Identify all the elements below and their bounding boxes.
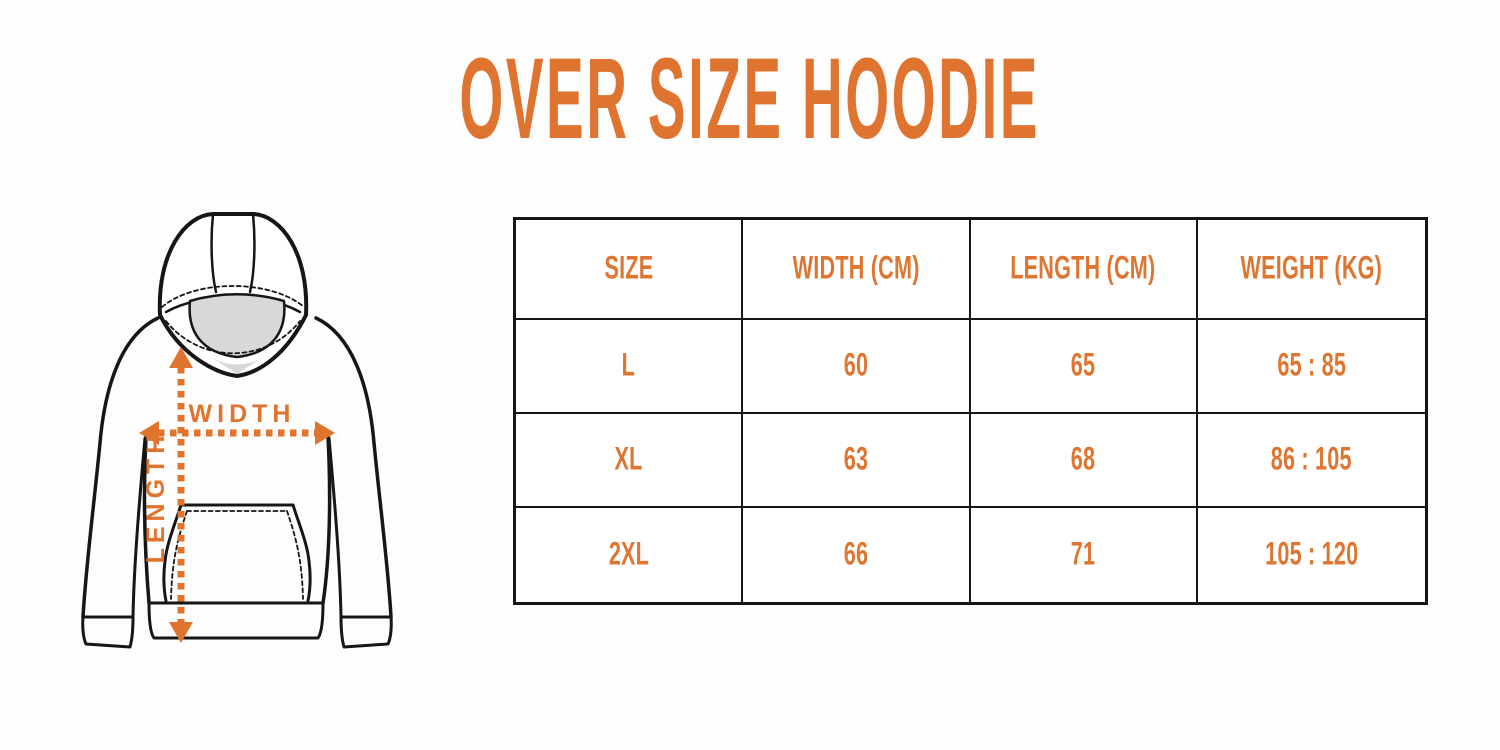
header-cell-length: LENGTH (CM) xyxy=(970,220,1198,320)
hood-lining-neck xyxy=(211,357,263,374)
table-cell-size-l: L xyxy=(516,320,744,414)
hood-lining xyxy=(188,293,286,359)
table-cell-width-2xl: 66 xyxy=(743,508,971,602)
table-cell-weight-xl: 86 : 105 xyxy=(1197,414,1425,508)
length-arrowhead-top xyxy=(169,347,193,368)
hood-stitching-rim xyxy=(165,320,301,355)
right-cuff xyxy=(339,615,393,649)
table-cell-length-l: 65 xyxy=(970,320,1198,414)
length-arrow xyxy=(169,347,193,643)
body-right-edge xyxy=(321,434,332,605)
body-left-edge xyxy=(142,434,151,605)
header-cell-weight: WEIGHT (KG) xyxy=(1197,220,1425,320)
page-title-text: OVER SIZE HOODIE xyxy=(459,33,1041,163)
width-label: WIDTH xyxy=(189,400,296,428)
hem-band xyxy=(147,601,325,640)
width-arrowhead-right xyxy=(315,421,335,445)
size-chart-table: SIZE WIDTH (CM) LENGTH (CM) WEIGHT (KG) … xyxy=(513,217,1428,605)
header-cell-width: WIDTH (CM) xyxy=(743,220,971,320)
hoodie-illustration: WIDTH LENGTH xyxy=(81,212,393,649)
width-arrowhead-left xyxy=(139,421,159,445)
left-sleeve-inner-seam xyxy=(131,436,147,619)
length-arrowhead-bottom xyxy=(169,622,193,643)
table-cell-width-l: 60 xyxy=(743,320,971,414)
table-cell-weight-2xl: 105 : 120 xyxy=(1264,536,1358,573)
hood-stitching-top-arc xyxy=(161,285,305,308)
left-sleeve-outline xyxy=(81,316,160,619)
page-title: OVER SIZE HOODIE xyxy=(0,33,1500,163)
right-sleeve-outline xyxy=(314,316,393,619)
table-cell-length-2xl: 71 xyxy=(971,508,1198,602)
left-cuff xyxy=(81,615,135,649)
table-cell-weight-l: 65 : 85 xyxy=(1197,320,1425,414)
header-cell-size: SIZE xyxy=(516,220,744,320)
length-label: LENGTH xyxy=(142,431,170,564)
kangaroo-pocket-outline xyxy=(162,503,312,603)
pocket-stitching xyxy=(170,510,304,600)
table-cell-size-xl: XL xyxy=(516,414,744,508)
table-cell-size-2xl: 2XL xyxy=(516,508,744,602)
table-cell-width-xl: 63 xyxy=(743,414,971,508)
right-sleeve-inner-seam xyxy=(327,436,343,619)
table-cell-length-xl: 68 xyxy=(970,414,1198,508)
